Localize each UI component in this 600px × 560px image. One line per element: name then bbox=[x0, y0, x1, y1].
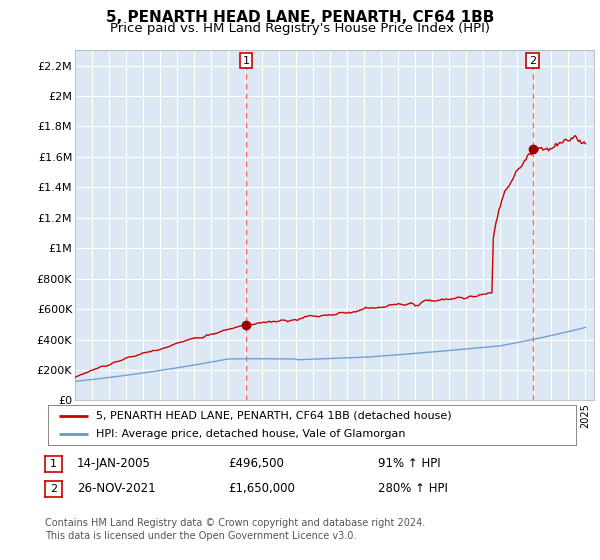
Text: £496,500: £496,500 bbox=[228, 457, 284, 470]
Text: 2: 2 bbox=[529, 55, 536, 66]
Text: Price paid vs. HM Land Registry's House Price Index (HPI): Price paid vs. HM Land Registry's House … bbox=[110, 22, 490, 35]
Text: 14-JAN-2005: 14-JAN-2005 bbox=[77, 457, 151, 470]
Text: 91% ↑ HPI: 91% ↑ HPI bbox=[378, 457, 440, 470]
Text: 5, PENARTH HEAD LANE, PENARTH, CF64 1BB: 5, PENARTH HEAD LANE, PENARTH, CF64 1BB bbox=[106, 10, 494, 25]
Text: 280% ↑ HPI: 280% ↑ HPI bbox=[378, 482, 448, 496]
Text: £1,650,000: £1,650,000 bbox=[228, 482, 295, 496]
Text: HPI: Average price, detached house, Vale of Glamorgan: HPI: Average price, detached house, Vale… bbox=[95, 430, 405, 439]
Text: 1: 1 bbox=[50, 459, 57, 469]
Text: 1: 1 bbox=[242, 55, 250, 66]
Text: 2: 2 bbox=[50, 484, 57, 494]
Text: 5, PENARTH HEAD LANE, PENARTH, CF64 1BB (detached house): 5, PENARTH HEAD LANE, PENARTH, CF64 1BB … bbox=[95, 411, 451, 421]
Text: 26-NOV-2021: 26-NOV-2021 bbox=[77, 482, 155, 496]
Text: Contains HM Land Registry data © Crown copyright and database right 2024.
This d: Contains HM Land Registry data © Crown c… bbox=[45, 518, 425, 541]
